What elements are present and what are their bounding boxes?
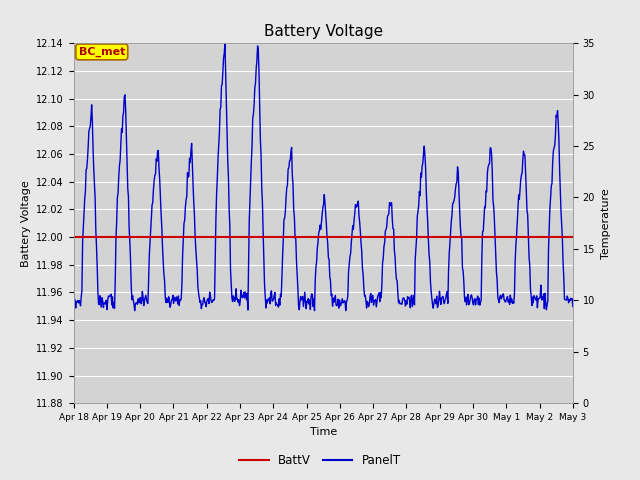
Legend: BattV, PanelT: BattV, PanelT [234,449,406,472]
Title: Battery Voltage: Battery Voltage [264,24,383,39]
Y-axis label: Temperature: Temperature [600,188,611,259]
X-axis label: Time: Time [310,428,337,437]
Text: BC_met: BC_met [79,47,125,57]
Y-axis label: Battery Voltage: Battery Voltage [20,180,31,266]
